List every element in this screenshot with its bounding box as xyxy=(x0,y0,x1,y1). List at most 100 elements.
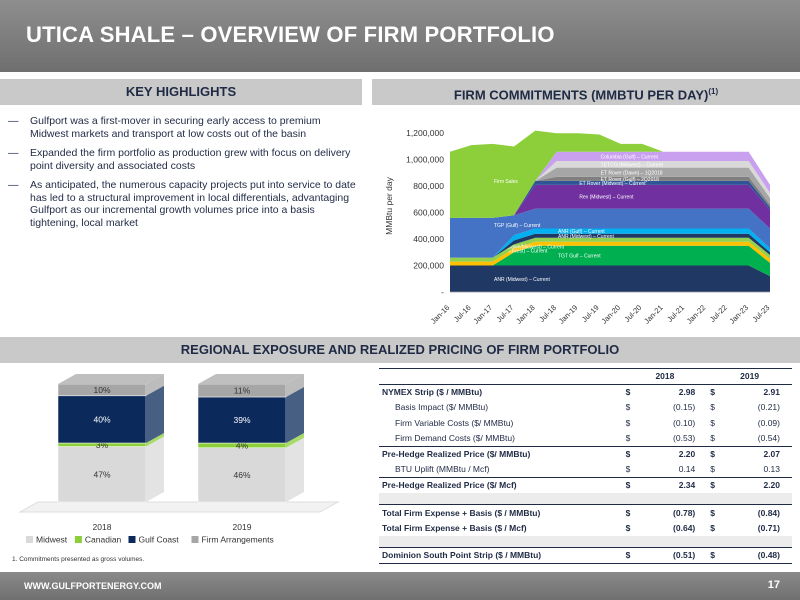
table-row: Firm Demand Costs ($/ MMBtu) $ (0.53) $ (0.5… xyxy=(379,431,792,447)
legend-swatch xyxy=(191,536,199,543)
value-2019 xyxy=(726,535,792,548)
currency-symbol: $ xyxy=(622,383,642,400)
area-series xyxy=(450,167,770,218)
y-tick-label: 1,200,000 xyxy=(406,128,444,138)
table-row: Total Firm Expense + Basis ($ / MMBtu) $(… xyxy=(379,504,792,520)
currency-symbol: $ xyxy=(622,547,642,564)
currency-symbol: $ xyxy=(625,522,631,533)
highlight-text: Expanded the firm portfolio as productio… xyxy=(30,147,351,172)
dash-icon: — xyxy=(8,147,19,159)
series-label: Columbia (Gulf) – Current xyxy=(601,154,659,160)
firm-commitments-header: FIRM COMMITMENTS (MMBTU PER DAY)(1) xyxy=(372,79,800,105)
series-label: ANR (Midwest) – Current xyxy=(558,234,614,240)
bar-segment xyxy=(57,395,147,444)
data-label: 4% xyxy=(236,440,249,450)
x-tick-label: Jan-21 xyxy=(642,303,665,326)
bar-segment-side xyxy=(146,385,164,443)
table-header-row: 2018 2019 xyxy=(379,368,792,385)
area-series xyxy=(450,241,770,266)
value-2018: (0.53) xyxy=(673,433,696,443)
highlight-text: As anticipated, the numerous capacity pr… xyxy=(30,179,356,229)
x-tick-label: Jan-18 xyxy=(514,303,537,326)
area-series xyxy=(450,184,770,229)
y-tick-label: - xyxy=(441,287,444,297)
bar-segment-side xyxy=(286,386,304,443)
bar-segment xyxy=(197,447,287,503)
legend-label: Firm Arrangements xyxy=(202,535,274,545)
bar-segment-side xyxy=(146,374,164,396)
firm-commitments-title: FIRM COMMITMENTS (MMBTU PER DAY) xyxy=(453,87,709,103)
row-label: Firm Demand Costs ($/ MMBtu) xyxy=(395,433,515,443)
bar-top xyxy=(198,374,304,384)
key-highlights-header: KEY HIGHLIGHTS xyxy=(0,79,362,105)
currency-symbol: $ xyxy=(710,402,715,413)
legend-label: Midwest xyxy=(36,535,68,545)
page-title: UTICA SHALE – OVERVIEW OF FIRM PORTFOLIO xyxy=(26,22,555,47)
value-2018: 2.20 xyxy=(641,445,708,462)
currency-symbol: $ xyxy=(625,464,631,474)
x-tick-label: Jan-19 xyxy=(557,303,580,326)
currency-symbol xyxy=(707,535,727,548)
bar-segment-side xyxy=(146,436,164,502)
value-2019 xyxy=(726,492,792,505)
value-2018: 2.34 xyxy=(641,476,708,493)
series-label: TGP (Gulf) – Current xyxy=(494,223,541,229)
chart-floor xyxy=(18,501,340,513)
row-label: Firm Variable Costs ($/ MMBtu) xyxy=(395,417,514,428)
series-label: ET Rover (Midwest) – Current xyxy=(579,181,646,187)
firm-commitments-chart: - 200,000 400,000 600,000 800,000 1,000,000 1,… xyxy=(384,128,772,326)
x-tick-label: Jul-21 xyxy=(665,303,686,324)
x-tick-label: Jul-23 xyxy=(751,303,772,324)
currency-symbol: $ xyxy=(707,476,727,493)
title-bar: UTICA SHALE – OVERVIEW OF FIRM PORTFOLIO xyxy=(0,0,800,72)
highlight-item: — Expanded the firm portfolio as producti… xyxy=(8,147,360,172)
currency-symbol: $ xyxy=(707,445,727,462)
footnote: 1. Commitments presented as gross volume… xyxy=(12,556,145,563)
area-series xyxy=(450,265,770,292)
highlights-list: — Gulfport was a first-mover in securing … xyxy=(8,115,360,236)
row-label: Basis Impact ($/ MMBtu) xyxy=(395,402,489,413)
bar-segment-side xyxy=(146,433,164,447)
legend-label: Gulf Coast xyxy=(139,535,180,545)
area-series xyxy=(450,130,770,218)
highlight-item: — As anticipated, the numerous capacity p… xyxy=(8,179,360,229)
value-2018: (0.10) xyxy=(673,417,696,428)
area-series xyxy=(450,180,770,218)
area-series xyxy=(450,233,770,258)
x-tick-label: 2018 xyxy=(93,522,112,532)
value-2018: 0.14 xyxy=(678,464,696,474)
currency-symbol: $ xyxy=(622,476,642,493)
x-tick-label: Jul-22 xyxy=(708,303,729,324)
bar-segment-side xyxy=(286,437,304,502)
series-label: Firm Sales xyxy=(494,179,518,185)
value-2019: (0.09) xyxy=(757,417,780,428)
row-label: Dominion South Point Strip ($ / MMBtu) xyxy=(379,547,623,564)
row-label: Pre-Hedge Realized Price ($/ MMBtu) xyxy=(379,445,623,462)
x-tick-label: Jan-16 xyxy=(429,303,452,326)
series-label: Rex (Midwest) – Current xyxy=(579,195,634,201)
legend-swatch xyxy=(128,536,136,543)
bar-segment xyxy=(197,396,287,444)
table-row: NYMEX Strip ($ / MMBtu) $2.98 $2.91 xyxy=(379,383,792,400)
row-label: Total Firm Expense + Basis ($ / Mcf) xyxy=(382,522,527,533)
currency-symbol: $ xyxy=(625,402,631,413)
x-tick-label: Jan-22 xyxy=(685,303,708,326)
area-series xyxy=(450,151,770,218)
data-label: 10% xyxy=(93,385,110,395)
currency-symbol: $ xyxy=(707,547,727,564)
area-series xyxy=(450,228,770,258)
data-label: 46% xyxy=(233,470,250,480)
y-axis-label: MMBtu per day xyxy=(384,176,394,234)
value-2019: (0.48) xyxy=(726,547,792,564)
series-label: DTI (Midwest) – Current xyxy=(494,248,548,254)
highlight-text: Gulfport was a first-mover in securing e… xyxy=(30,115,321,140)
currency-symbol: $ xyxy=(710,417,715,428)
x-tick-label: 2019 xyxy=(233,522,252,532)
footer-url[interactable]: WWW.GULFPORTENERGY.COM xyxy=(24,581,162,591)
data-label: 3% xyxy=(96,440,109,450)
currency-symbol: $ xyxy=(710,464,715,474)
x-tick-label: Jan-17 xyxy=(471,303,494,326)
value-2018: (0.51) xyxy=(641,547,708,564)
series-label: ANR (Midwest) – Current xyxy=(494,277,550,283)
highlight-item: — Gulfport was a first-mover in securing … xyxy=(8,115,360,140)
